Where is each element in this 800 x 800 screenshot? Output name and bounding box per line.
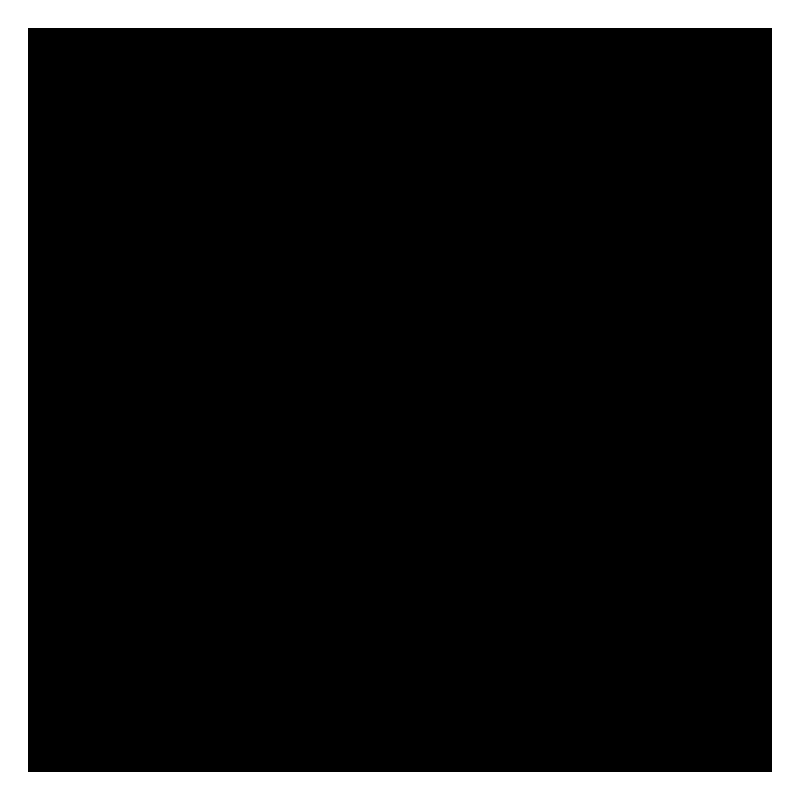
chart-container bbox=[0, 0, 800, 800]
plot-frame bbox=[28, 28, 772, 772]
heatmap-canvas bbox=[50, 50, 750, 750]
crosshair-vertical bbox=[50, 50, 51, 750]
plot-area bbox=[50, 50, 750, 750]
